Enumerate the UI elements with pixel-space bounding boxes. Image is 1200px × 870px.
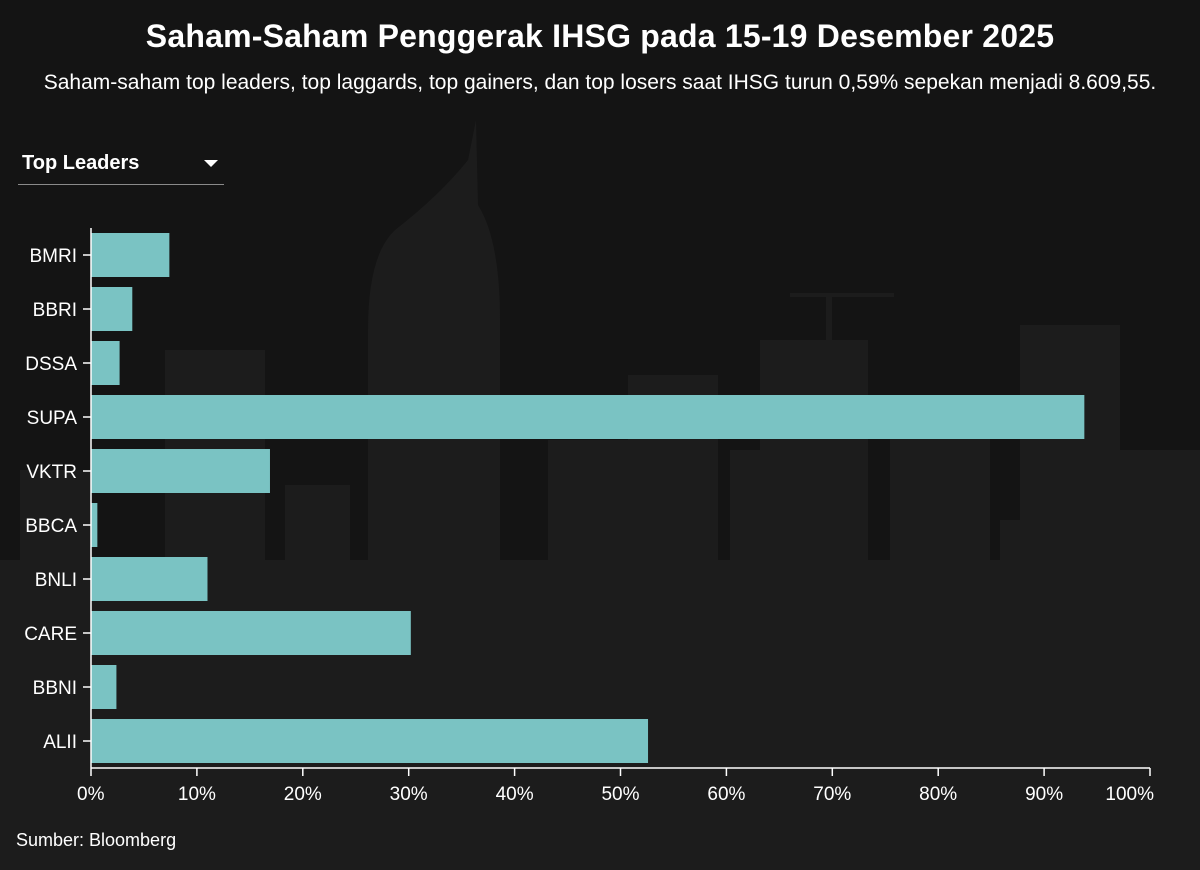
x-tick-label: 0%: [77, 784, 105, 805]
source-note: Sumber: Bloomberg: [16, 830, 177, 850]
y-tick-label: BNLI: [35, 570, 77, 591]
x-tick-label: 50%: [601, 784, 639, 805]
y-tick-label: BBCA: [25, 516, 77, 537]
bar-alii[interactable]: [91, 719, 649, 763]
bar-care[interactable]: [91, 611, 411, 655]
dropdown-selected-label: Top Leaders: [22, 152, 140, 174]
bar-vktr[interactable]: [91, 449, 270, 493]
y-tick-label: BBNI: [33, 678, 77, 699]
bar-bmri[interactable]: [91, 233, 170, 277]
y-tick-label: BBRI: [33, 300, 77, 321]
chart-subtitle: Saham-saham top leaders, top laggards, t…: [43, 71, 1157, 94]
chart-title: Saham-Saham Penggerak IHSG pada 15-19 De…: [145, 18, 1055, 54]
bar-supa[interactable]: [91, 395, 1085, 439]
y-tick-label: DSSA: [25, 354, 77, 375]
x-tick-label: 80%: [919, 784, 957, 805]
caret-down-icon[interactable]: [204, 160, 218, 167]
x-tick-label: 40%: [496, 784, 534, 805]
x-tick-label: 70%: [813, 784, 851, 805]
x-tick-label: 90%: [1025, 784, 1063, 805]
x-tick-label: 30%: [390, 784, 428, 805]
y-tick-label: CARE: [24, 624, 77, 645]
x-tick-label: 100%: [1105, 784, 1154, 805]
bar-bnli[interactable]: [91, 557, 208, 601]
x-tick-label: 60%: [707, 784, 745, 805]
category-dropdown[interactable]: Top Leaders: [18, 148, 224, 185]
bar-dssa[interactable]: [91, 341, 120, 385]
x-tick-label: 20%: [284, 784, 322, 805]
bar-bbni[interactable]: [91, 665, 117, 709]
y-tick-label: SUPA: [27, 408, 78, 429]
y-tick-label: BMRI: [30, 246, 78, 267]
y-tick-label: ALII: [43, 732, 77, 753]
bar-bbca[interactable]: [91, 503, 98, 547]
x-tick-label: 10%: [178, 784, 216, 805]
bar-bbri[interactable]: [91, 287, 133, 331]
y-tick-label: VKTR: [26, 462, 77, 483]
